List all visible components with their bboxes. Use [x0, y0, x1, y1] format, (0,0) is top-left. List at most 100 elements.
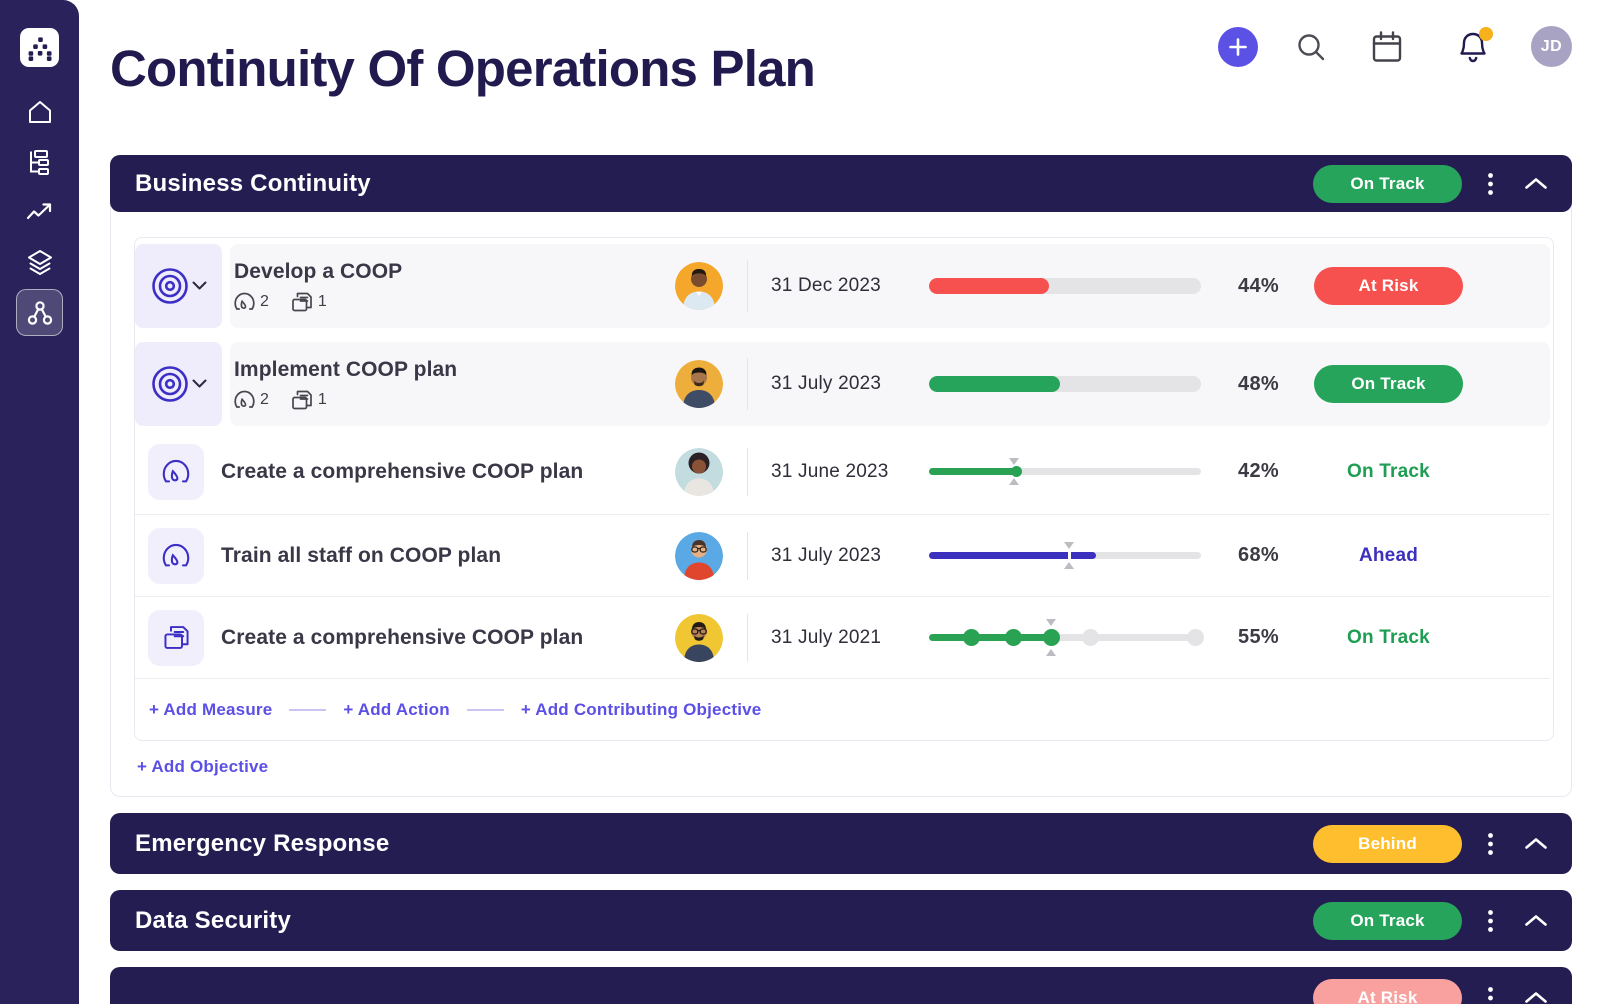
section-header-bar: Business Continuity On Track: [110, 155, 1572, 212]
section-menu-button[interactable]: [1481, 832, 1499, 855]
divider: [746, 531, 748, 580]
objective-title: Implement COOP plan: [234, 357, 458, 381]
chevron-up-icon: [1525, 838, 1547, 849]
divider: [746, 260, 748, 312]
section-collapse-button[interactable]: [1524, 837, 1548, 850]
sidebar-item-home[interactable]: [20, 87, 60, 137]
kebab-menu-icon: [1487, 909, 1493, 932]
add-measure-link[interactable]: + Add Measure: [149, 699, 273, 719]
status-text: On Track: [1347, 626, 1430, 648]
expand-objective-button[interactable]: [192, 277, 207, 295]
sidebar-item-layers[interactable]: [20, 237, 60, 287]
assignee-avatar: [675, 262, 723, 310]
add-action-link[interactable]: + Add Action: [343, 699, 450, 719]
progress-fill: [929, 278, 1049, 294]
search-button[interactable]: [1295, 31, 1327, 63]
page-title: Continuity Of Operations Plan: [110, 40, 816, 97]
brand-logo[interactable]: [20, 28, 59, 67]
section-collapse-button[interactable]: [1524, 991, 1548, 1004]
progress-percent: 48%: [1238, 372, 1279, 395]
milestone-line-todo: [1051, 634, 1197, 641]
measure-row[interactable]: Train all staff on COOP plan: [135, 515, 1550, 597]
status-badge: At Risk: [1313, 978, 1462, 1004]
milestone-dot-todo: [1187, 629, 1205, 646]
due-date: 31 July 2021: [771, 626, 882, 648]
gauge-icon: [162, 459, 190, 483]
divider: [746, 613, 748, 662]
trend-icon: [26, 203, 51, 220]
divider: [746, 358, 748, 410]
status-badge: At Risk: [1314, 267, 1463, 305]
avatar-photo: [675, 447, 723, 496]
sidebar-item-trends[interactable]: [20, 187, 60, 237]
documents-icon: [163, 626, 189, 649]
contributing-objective-title: Create a comprehensive COOP plan: [221, 625, 584, 649]
objective-row[interactable]: Develop a COOP 2: [135, 244, 1550, 328]
add-contributing-objective-link[interactable]: + Add Contributing Objective: [520, 699, 762, 719]
gauge-icon: [162, 543, 190, 567]
section-emergency-response[interactable]: Emergency Response Behind: [110, 813, 1572, 874]
document-count: 1: [317, 292, 327, 310]
user-avatar[interactable]: JD: [1531, 26, 1572, 67]
section-partial[interactable]: At Risk: [110, 967, 1572, 1004]
section-business-continuity: Business Continuity On Track: [110, 155, 1572, 797]
objective-row[interactable]: Implement COOP plan 2: [135, 342, 1550, 426]
avatar-photo: [675, 262, 723, 310]
progress-track: [929, 552, 1201, 559]
section-collapse-button[interactable]: [1524, 177, 1548, 190]
progress-track: [929, 376, 1201, 392]
section-menu-button[interactable]: [1481, 909, 1499, 932]
objective-content: Develop a COOP 2: [230, 244, 1550, 328]
measure-row[interactable]: Create a comprehensive COOP plan 31 Ju: [135, 429, 1550, 515]
objective-counts: 2 1: [234, 291, 675, 313]
measure-title: Train all staff on COOP plan: [221, 543, 502, 567]
search-icon: [1298, 33, 1325, 60]
layers-icon: [27, 250, 52, 275]
objective-counts: 2 1: [234, 389, 675, 411]
progress-track: [929, 278, 1201, 294]
sidebar-item-network-active[interactable]: [16, 289, 63, 336]
add-objective-link[interactable]: + Add Objective: [137, 757, 269, 776]
section-menu-button[interactable]: [1481, 172, 1499, 195]
sidebar-item-hierarchy[interactable]: [20, 137, 60, 187]
dash-divider: [466, 708, 504, 711]
sidebar: [0, 0, 79, 1004]
milestone-line-done: [929, 634, 1052, 641]
status-cell: On Track: [1316, 627, 1461, 649]
kebab-menu-icon: [1487, 986, 1493, 1004]
progress-fill: [929, 468, 1017, 475]
section-title: Data Security: [135, 906, 291, 934]
calendar-button[interactable]: [1370, 30, 1404, 64]
section-data-security[interactable]: Data Security On Track: [110, 890, 1572, 951]
status-text: Ahead: [1358, 544, 1419, 566]
milestone-dot-done: [1042, 629, 1060, 646]
kebab-menu-icon: [1487, 172, 1493, 195]
chevron-down-icon: [192, 379, 207, 388]
section-menu-button[interactable]: [1481, 986, 1499, 1004]
contributing-objective-row[interactable]: Create a comprehensive COOP plan: [135, 597, 1550, 679]
progress-fill: [929, 552, 1097, 559]
target-icon: [152, 366, 188, 402]
avatar-photo: [675, 360, 723, 408]
expand-objective-button[interactable]: [192, 375, 207, 393]
documents-icon: [292, 390, 312, 409]
progress-fill: [929, 376, 1060, 392]
add-button[interactable]: [1218, 26, 1258, 67]
gauge-icon: [234, 390, 255, 408]
measure-count: 2: [260, 292, 269, 310]
milestone-dot-done: [1004, 629, 1022, 646]
section-collapse-button[interactable]: [1524, 914, 1548, 927]
add-links-row: + Add Measure + Add Action + Add Contrib…: [135, 679, 1550, 740]
progress-bar: [929, 541, 1201, 569]
chevron-down-icon: [192, 281, 207, 290]
objective-text: Develop a COOP 2: [230, 260, 675, 313]
status-text: On Track: [1347, 460, 1430, 482]
assignee-avatar: [675, 531, 723, 580]
progress-bar: [929, 457, 1201, 485]
notifications-button[interactable]: [1457, 26, 1493, 64]
home-icon: [28, 101, 51, 123]
progress-percent: 42%: [1238, 460, 1279, 482]
section-title: Emergency Response: [135, 829, 390, 857]
objective-icon-tile: [135, 342, 222, 426]
